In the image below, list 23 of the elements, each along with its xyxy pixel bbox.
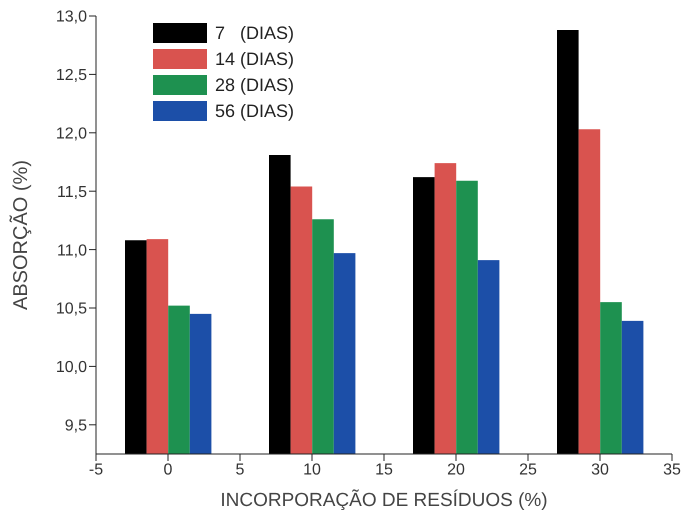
x-tick-label: 10 bbox=[303, 461, 321, 478]
x-tick-label: 5 bbox=[236, 461, 245, 478]
x-tick-label: 20 bbox=[447, 461, 465, 478]
legend-label: 14 (DIAS) bbox=[215, 48, 294, 70]
y-tick-label: 11,5 bbox=[57, 184, 88, 201]
y-tick-label: 12,5 bbox=[56, 67, 88, 84]
x-tick-label: 30 bbox=[591, 461, 609, 478]
y-tick-label: 10,5 bbox=[56, 300, 88, 318]
legend-label: 7 (DIAS) bbox=[215, 22, 294, 44]
x-tick-label: 35 bbox=[663, 461, 681, 478]
x-tick-label: -5 bbox=[88, 461, 104, 478]
x-axis-title: INCORPORAÇÃO DE RESÍDUOS (%) bbox=[220, 489, 548, 511]
y-tick-label: 10,0 bbox=[56, 359, 88, 376]
x-tick-label: 25 bbox=[519, 461, 537, 478]
x-tick-label: 15 bbox=[375, 461, 393, 478]
y-tick-label: 13,0 bbox=[56, 8, 88, 26]
y-tick-label: 11,0 bbox=[57, 242, 88, 260]
y-axis-title: ABSORÇÃO (%) bbox=[9, 160, 32, 310]
y-tick-label: 12,0 bbox=[56, 125, 88, 142]
x-tick-label: 0 bbox=[164, 461, 173, 478]
legend-label: 28 (DIAS) bbox=[215, 74, 294, 96]
legend-label: 56 (DIAS) bbox=[215, 100, 294, 122]
y-tick-label: 9,5 bbox=[64, 417, 88, 434]
